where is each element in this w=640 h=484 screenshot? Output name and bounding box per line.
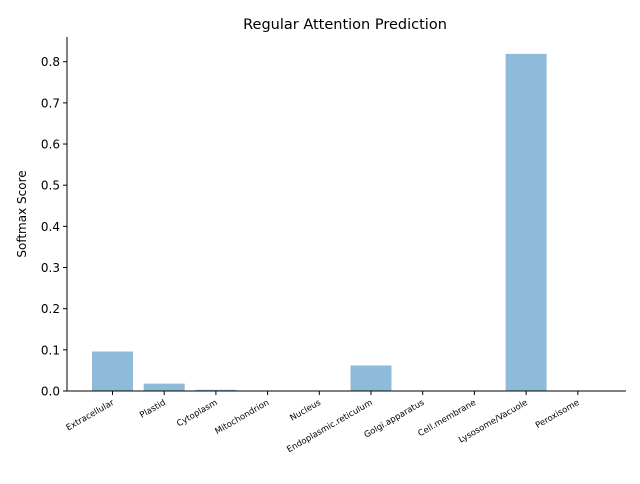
chart-title: Regular Attention Prediction	[243, 17, 447, 33]
y-tick-label: 0.1	[41, 343, 60, 357]
y-tick-label: 0.4	[41, 220, 60, 234]
x-tick-label: Mitochondrion	[214, 398, 272, 437]
x-tick-label: Peroxisome	[534, 398, 581, 431]
x-tick-label: Extracellular	[65, 398, 117, 434]
bar-endoplasmic-reticulum	[351, 365, 392, 391]
x-tick-label: Cytoplasm	[175, 398, 219, 429]
bars	[92, 54, 598, 391]
x-tick-label: Plastid	[138, 398, 167, 421]
x-tick-label: Endoplasmic.reticulum	[285, 398, 374, 455]
x-axis: Extracellular Plastid CytoplasmMitochondri…	[65, 391, 626, 455]
y-tick-label: 0.2	[41, 302, 60, 316]
y-tick-label: 0.8	[41, 55, 60, 69]
bar-extracellular	[92, 351, 133, 391]
y-axis-label: Softmax Score	[15, 170, 29, 257]
x-tick-label: Nucleus	[289, 398, 324, 424]
bar-lysosome-vacuole	[506, 54, 547, 391]
y-tick-label: 0.6	[41, 138, 60, 152]
y-tick-label: 0.3	[41, 261, 60, 275]
y-tick-label: 0.0	[41, 385, 60, 399]
y-axis: 0.0 0.1 0.2 0.3 0.4 0.5 0.6 0.7 0.8	[41, 37, 67, 399]
y-tick-label: 0.7	[41, 96, 60, 110]
bar-plastid	[144, 384, 185, 391]
y-tick-label: 0.5	[41, 179, 60, 193]
